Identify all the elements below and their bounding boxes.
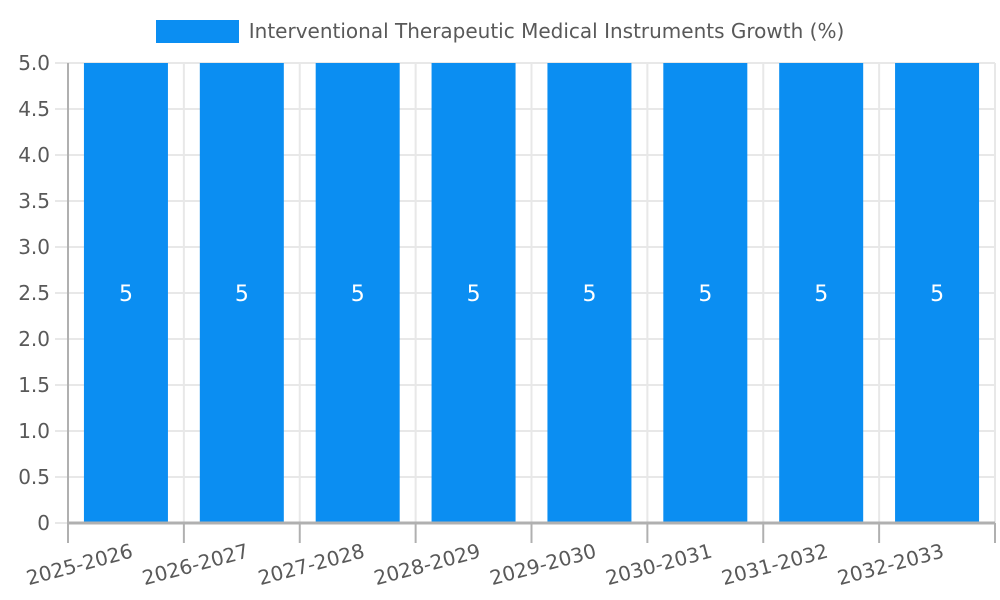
- x-tick-label: 2028-2029: [371, 539, 483, 590]
- bar: [779, 63, 864, 523]
- y-tick-label: 3.0: [18, 235, 50, 259]
- y-tick-label: 0.5: [18, 465, 50, 489]
- y-tick-label: 4.5: [18, 97, 50, 121]
- bar-value-label: 5: [814, 282, 828, 307]
- bar: [663, 63, 748, 523]
- x-tick-label: 2032-2033: [835, 539, 947, 590]
- bar: [431, 63, 516, 523]
- bar-value-label: 5: [351, 282, 365, 307]
- bar: [83, 63, 168, 523]
- y-tick-label: 2.5: [18, 281, 50, 305]
- y-tick-label: 0: [37, 511, 50, 535]
- x-tick-label: 2029-2030: [487, 539, 599, 590]
- bar-value-label: 5: [582, 282, 596, 307]
- bar-value-label: 5: [698, 282, 712, 307]
- y-tick-label: 1.5: [18, 373, 50, 397]
- x-tick-label: 2025-2026: [24, 539, 136, 590]
- legend-item[interactable]: Interventional Therapeutic Medical Instr…: [155, 19, 845, 43]
- bar: [315, 63, 400, 523]
- bar-value-label: 5: [467, 282, 481, 307]
- legend-swatch-icon: [155, 19, 239, 43]
- x-tick-label: 2026-2027: [140, 539, 252, 590]
- bar: [199, 63, 284, 523]
- x-tick-label: 2031-2032: [719, 539, 831, 590]
- bar-value-label: 5: [930, 282, 944, 307]
- y-tick-label: 1.0: [18, 419, 50, 443]
- y-tick-label: 5.0: [18, 51, 50, 75]
- bar-value-label: 5: [235, 282, 249, 307]
- x-tick-label: 2027-2028: [255, 539, 367, 590]
- bar: [547, 63, 632, 523]
- y-tick-label: 2.0: [18, 327, 50, 351]
- chart-legend: Interventional Therapeutic Medical Instr…: [0, 19, 1000, 43]
- y-tick-label: 4.0: [18, 143, 50, 167]
- bar-value-label: 5: [119, 282, 133, 307]
- legend-label: Interventional Therapeutic Medical Instr…: [248, 19, 845, 43]
- bar: [895, 63, 980, 523]
- x-tick-label: 2030-2031: [603, 539, 715, 590]
- y-tick-label: 3.5: [18, 189, 50, 213]
